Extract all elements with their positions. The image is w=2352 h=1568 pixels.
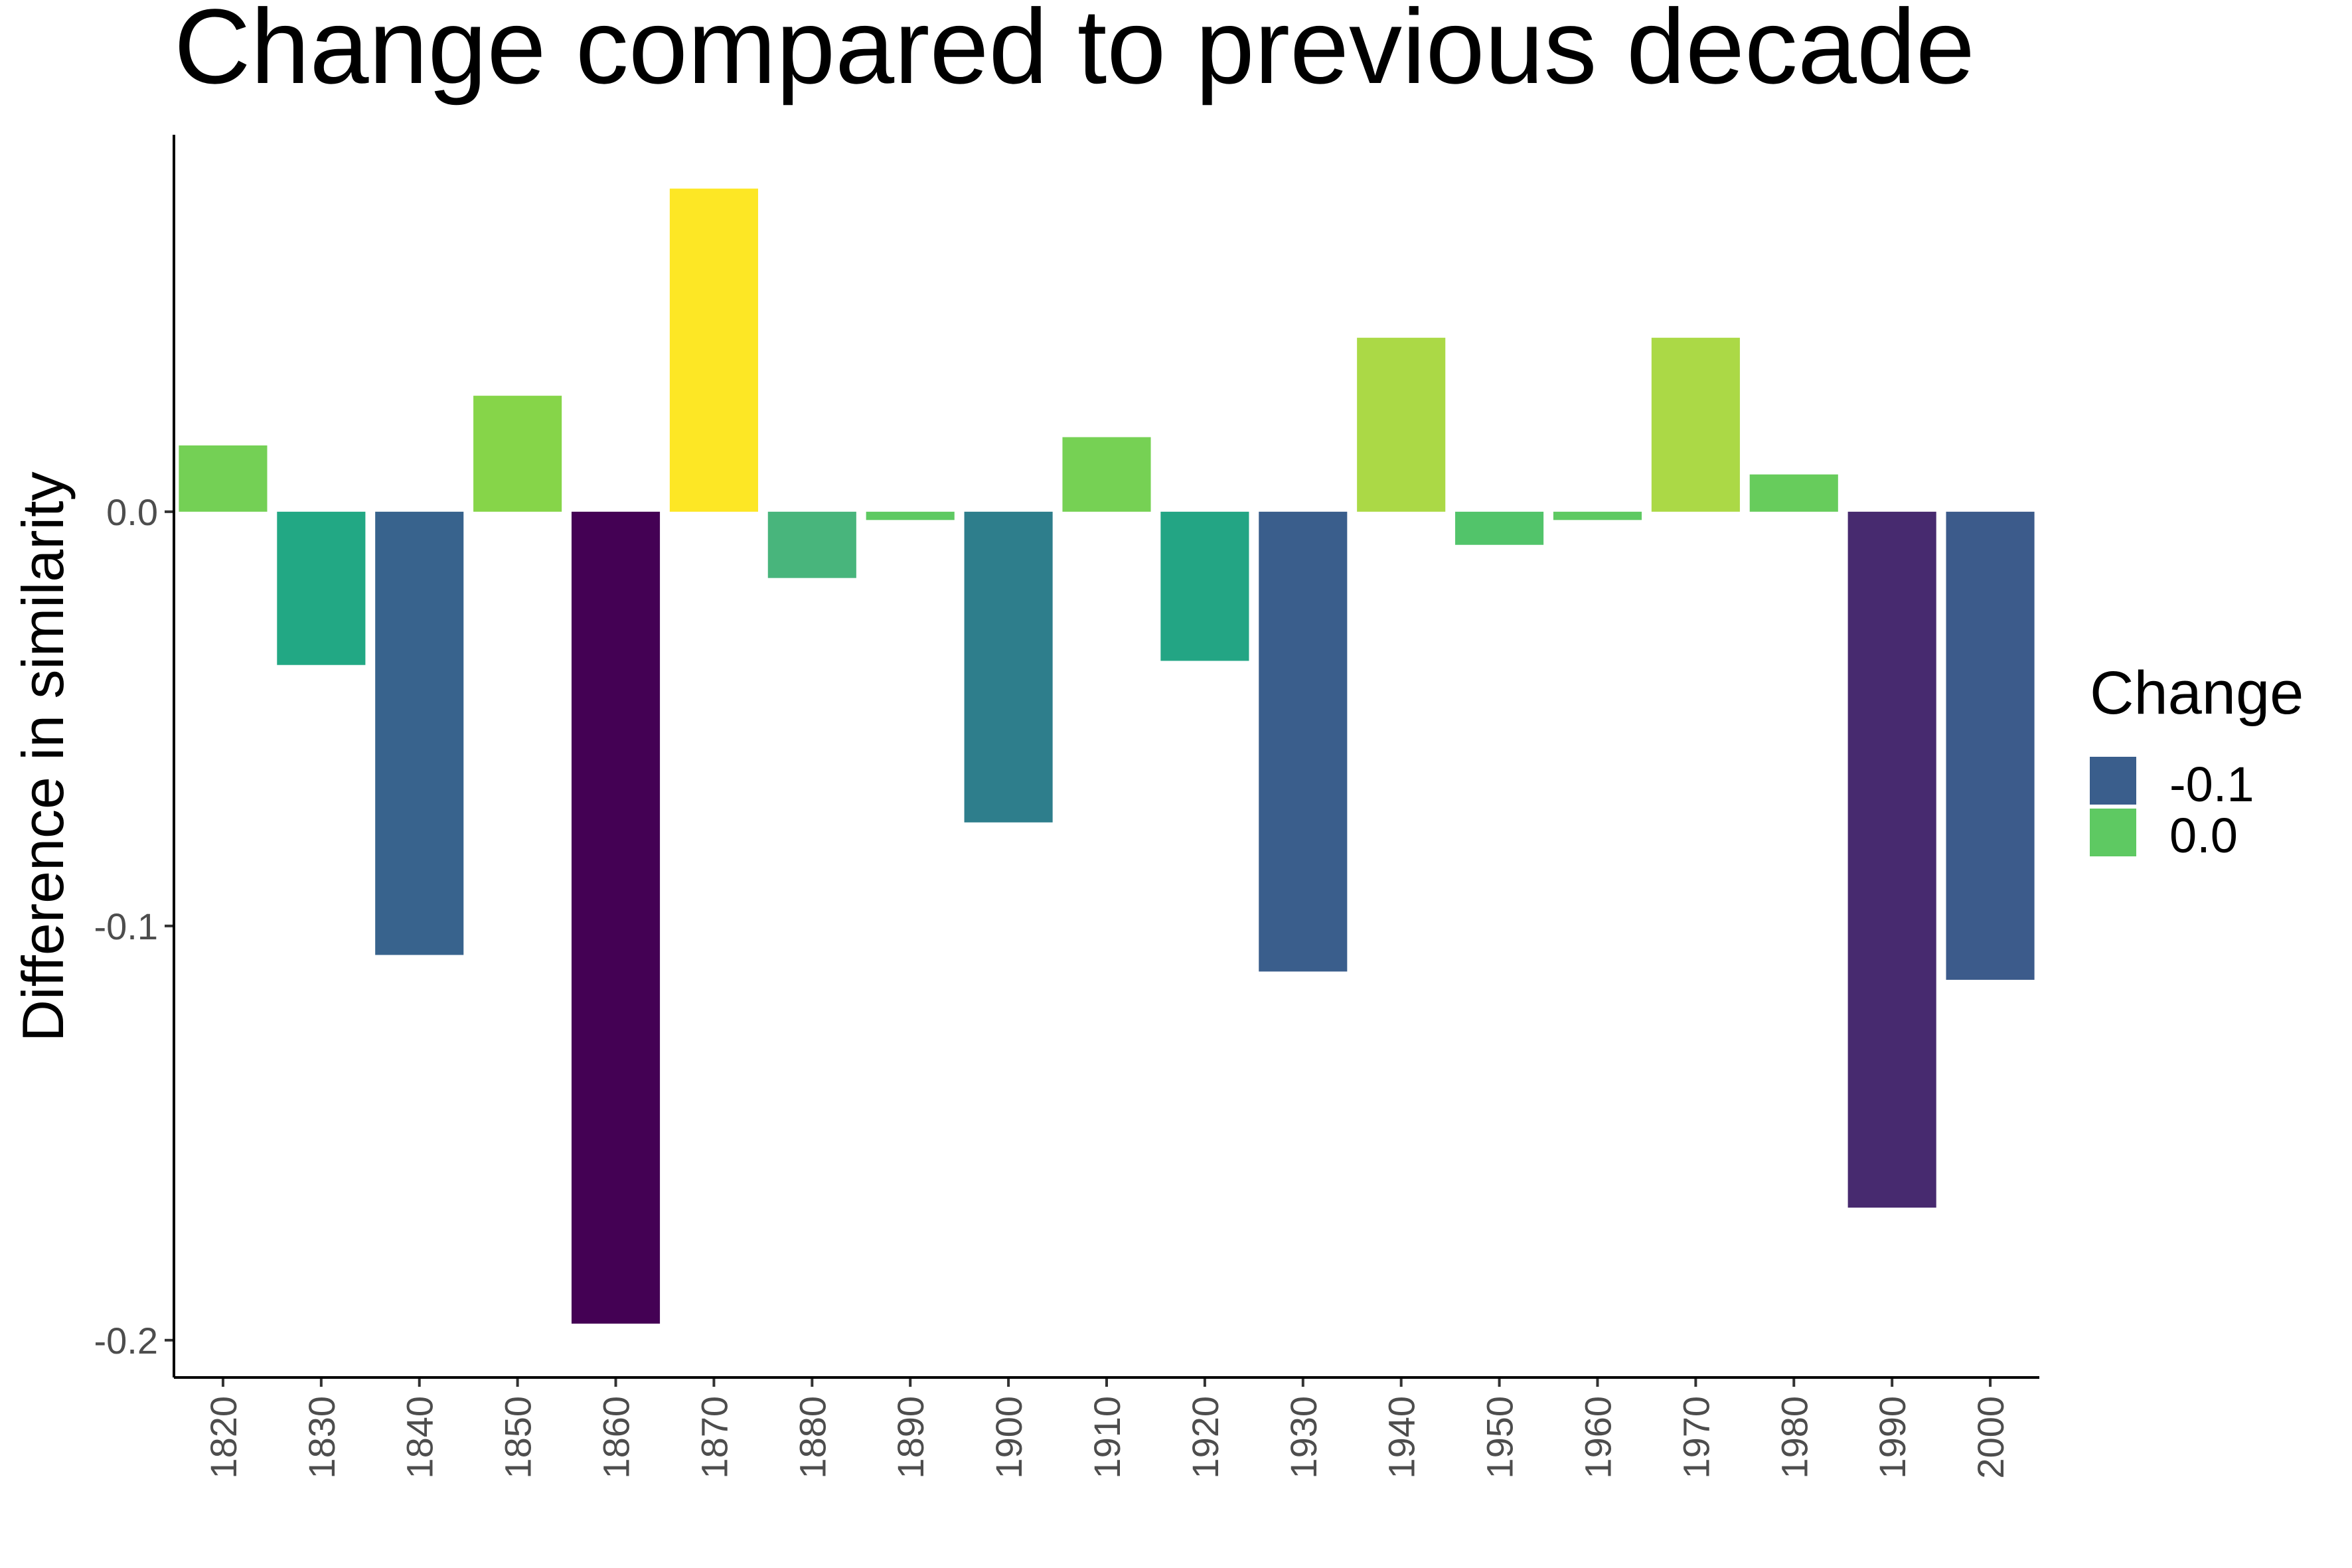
legend-swatch-1 bbox=[2090, 809, 2136, 856]
y-tick-label: -0.2 bbox=[94, 1320, 159, 1362]
bar-1880 bbox=[767, 511, 856, 578]
bar-1980 bbox=[1749, 474, 1838, 512]
x-tick-label: 1830 bbox=[301, 1396, 343, 1479]
legend-label-0: -0.1 bbox=[2169, 757, 2254, 812]
y-tick-label: 0.0 bbox=[106, 491, 158, 533]
bar-1820 bbox=[179, 445, 268, 512]
bar-1860 bbox=[571, 511, 661, 1324]
legend-swatch-0 bbox=[2090, 757, 2136, 805]
x-tick-label: 1960 bbox=[1577, 1396, 1618, 1479]
bar-1970 bbox=[1651, 337, 1740, 512]
bar-1910 bbox=[1062, 437, 1151, 512]
x-tick-label: 1850 bbox=[497, 1396, 539, 1479]
legend-label-1: 0.0 bbox=[2169, 808, 2238, 863]
bar-1830 bbox=[277, 511, 366, 665]
x-tick-label: 1880 bbox=[791, 1396, 833, 1479]
x-tick-label: 1870 bbox=[693, 1396, 735, 1479]
chart-title: Change compared to previous decade bbox=[174, 0, 1975, 106]
bar-1930 bbox=[1259, 511, 1348, 972]
y-tick-label: -0.1 bbox=[94, 905, 159, 947]
bar-1870 bbox=[669, 189, 758, 512]
x-tick-label: 1910 bbox=[1086, 1396, 1128, 1479]
x-tick-label: 1900 bbox=[988, 1396, 1030, 1479]
x-tick-label: 1930 bbox=[1283, 1396, 1324, 1479]
y-axis-label: Difference in similarity bbox=[10, 471, 76, 1042]
x-tick-label: 1820 bbox=[202, 1396, 244, 1479]
x-tick-label: 1890 bbox=[890, 1396, 931, 1479]
bar-1850 bbox=[473, 396, 562, 512]
bar-1920 bbox=[1160, 511, 1249, 661]
x-tick-label: 2000 bbox=[1970, 1396, 2011, 1479]
y-axis-ticks: 0.0 -0.1 -0.2 bbox=[94, 491, 174, 1362]
x-tick-label: 1860 bbox=[595, 1396, 637, 1479]
bar-1890 bbox=[866, 511, 955, 520]
x-axis-ticks: 1820 1830 1840 1850 1860 1870 1880 1890 1900 1910… bbox=[202, 1377, 2011, 1479]
bar-1840 bbox=[375, 511, 464, 955]
bar-1900 bbox=[964, 511, 1053, 823]
x-tick-label: 1940 bbox=[1381, 1396, 1423, 1479]
bar-1940 bbox=[1357, 337, 1446, 512]
bar-2000 bbox=[1946, 511, 2035, 980]
x-tick-label: 1980 bbox=[1773, 1396, 1815, 1479]
x-tick-label: 1840 bbox=[399, 1396, 441, 1479]
legend-title: Change bbox=[2090, 659, 2304, 727]
bar-1950 bbox=[1455, 511, 1544, 545]
bar-1990 bbox=[1847, 511, 1936, 1208]
bars bbox=[179, 189, 2035, 1324]
x-tick-label: 1990 bbox=[1871, 1396, 1913, 1479]
x-tick-label: 1970 bbox=[1675, 1396, 1717, 1479]
bar-1960 bbox=[1553, 511, 1642, 520]
x-tick-label: 1950 bbox=[1479, 1396, 1521, 1479]
legend: Change -0.1 0.0 bbox=[2090, 659, 2304, 863]
x-tick-label: 1920 bbox=[1184, 1396, 1226, 1479]
